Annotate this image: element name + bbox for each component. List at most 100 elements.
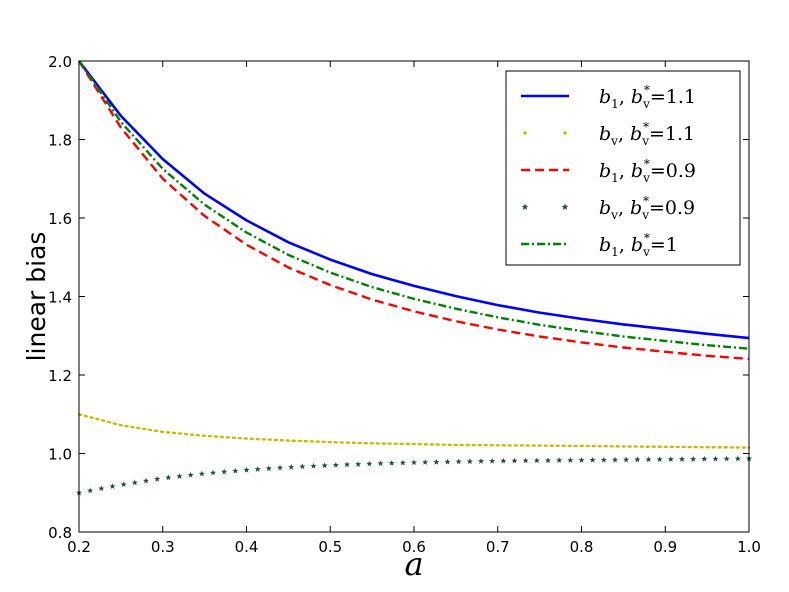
legend-value: =1.1 (650, 86, 696, 108)
legend-subscript: v (610, 134, 618, 148)
data-point (366, 460, 373, 467)
data-point (433, 458, 440, 465)
series-line-1 (77, 413, 751, 449)
data-point (87, 487, 94, 494)
data-point (422, 459, 429, 465)
data-point (276, 464, 284, 471)
data-point (723, 455, 730, 462)
legend-entry-label: bv, bv*=1.1 (599, 120, 695, 148)
legend-separator: , (619, 160, 631, 182)
legend-variable: b (631, 234, 643, 256)
legend-value: =1 (650, 234, 678, 256)
series-group (75, 60, 753, 496)
data-point (355, 461, 362, 467)
legend-subscript: 1 (611, 245, 619, 259)
data-point (623, 456, 630, 463)
legend-variable: b (630, 197, 642, 219)
x-tick-label: 0.7 (486, 538, 510, 556)
legend-marker (563, 131, 567, 135)
data-point (678, 456, 686, 462)
legend-variable: b (599, 234, 611, 256)
data-point (187, 471, 194, 478)
data-point (645, 456, 652, 463)
legend-variable: b (599, 86, 611, 108)
data-point (221, 468, 228, 475)
x-tick-label: 0.5 (318, 538, 342, 556)
legend-separator: , (618, 197, 630, 219)
legend-star: * (644, 83, 650, 97)
data-point (332, 461, 339, 468)
data-point (712, 455, 719, 462)
data-point (701, 455, 708, 462)
data-point (477, 458, 485, 464)
legend-entry-label: b1, bv*=0.9 (599, 157, 696, 185)
data-point (176, 473, 183, 479)
data-point (98, 485, 105, 492)
legend-separator: , (619, 86, 631, 108)
data-point (690, 455, 697, 462)
data-point (254, 466, 261, 472)
plot-frame (78, 60, 750, 533)
data-point (120, 481, 127, 488)
data-point (634, 456, 641, 463)
data-point (556, 457, 563, 463)
data-point (656, 456, 663, 463)
data-point (109, 483, 116, 490)
data-point (165, 474, 172, 481)
data-point (600, 456, 607, 463)
y-tick-label: 1.0 (48, 446, 72, 464)
series-line-4 (78, 60, 750, 350)
legend: b1, bv*=1.1bv, bv*=1.1b1, bv*=0.9bv, bv*… (505, 70, 741, 266)
legend-entry-label: bv, bv*=0.9 (599, 194, 695, 222)
data-point (455, 458, 462, 465)
legend-subscript: 1 (611, 171, 619, 185)
legend-subscript: 1 (611, 97, 619, 111)
legend-marker (523, 131, 527, 135)
data-point (377, 460, 384, 467)
data-point (399, 459, 406, 466)
legend-subscript: v (610, 208, 618, 222)
legend-subscript: v (642, 245, 650, 259)
legend-variable: b (631, 86, 643, 108)
legend-variable: b (631, 160, 643, 182)
legend-marker (521, 203, 529, 210)
data-point (578, 456, 585, 463)
data-point (444, 458, 451, 465)
data-point (131, 479, 138, 486)
legend-variable: b (630, 123, 642, 145)
legend-star: * (644, 231, 650, 245)
data-point (611, 456, 619, 463)
series-line-0 (77, 60, 750, 340)
x-tick-label: 0.6 (402, 538, 426, 556)
data-point (544, 457, 552, 464)
data-point (288, 463, 295, 470)
legend-star: * (643, 120, 649, 134)
data-point (500, 457, 507, 464)
x-tick-label: 0.2 (67, 538, 91, 556)
x-tick-label: 0.4 (235, 538, 259, 556)
legend-entry-label: b1, bv*=1 (599, 231, 678, 259)
data-point (265, 465, 272, 472)
x-tick-label: 0.3 (151, 538, 175, 556)
data-point (533, 457, 540, 464)
legend-subscript: v (642, 171, 650, 185)
legend-box (505, 70, 741, 266)
y-tick-label: 1.2 (48, 367, 72, 385)
x-tick-label: 0.8 (570, 538, 594, 556)
legend-star: * (644, 157, 650, 171)
data-point (232, 467, 239, 474)
data-point (154, 475, 161, 482)
y-tick-label: 1.6 (48, 210, 72, 228)
data-point (511, 457, 518, 464)
legend-value: =0.9 (649, 197, 695, 219)
legend-marker (561, 203, 569, 210)
data-point (567, 457, 574, 463)
legend-entry-label: b1, bv*=1.1 (599, 83, 696, 111)
y-axis-label: linear bias (22, 232, 51, 362)
y-tick-label: 1.8 (48, 132, 72, 150)
data-point (243, 466, 250, 473)
legend-subscript: v (641, 134, 649, 148)
series-markers-3 (75, 455, 753, 496)
legend-separator: , (618, 123, 630, 145)
